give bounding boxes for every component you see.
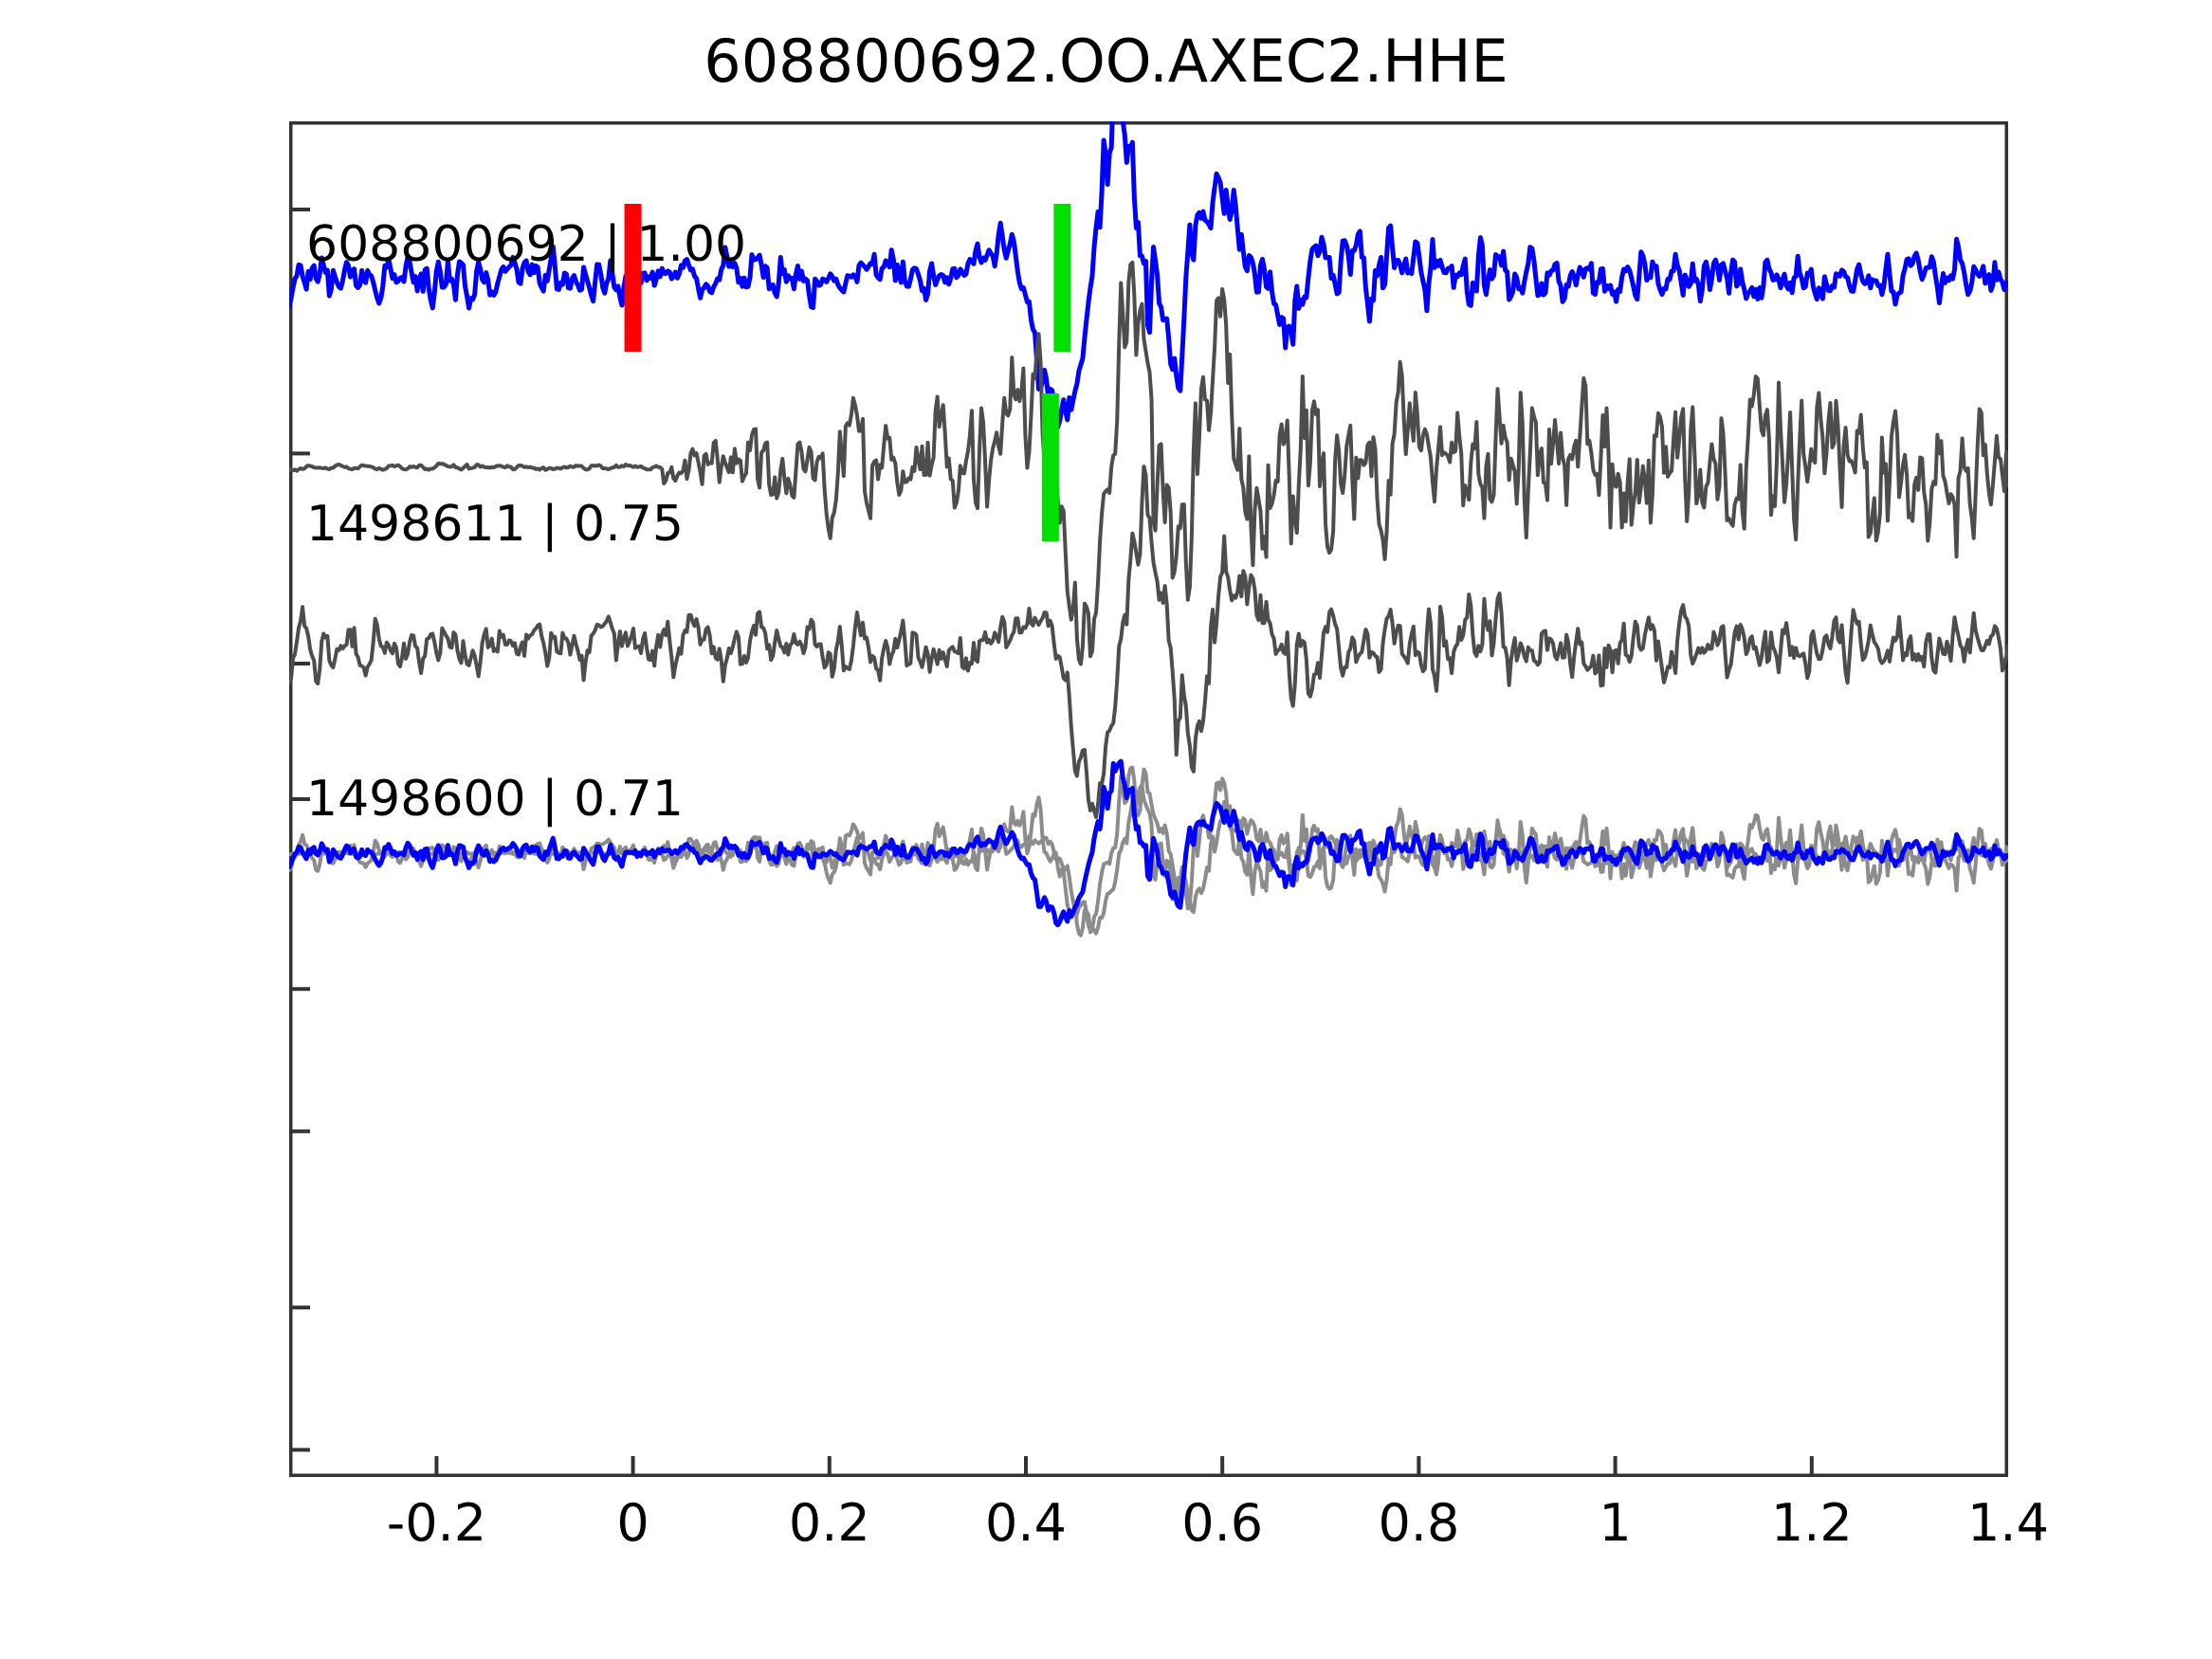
p-pick-marker [624,204,642,352]
x-tick-label: 1.4 [1967,1493,2049,1553]
trace-label-1: 1498611 | 0.75 [306,496,684,553]
plot-area: 608800692 | 1.00 1498611 | 0.75 1498600 … [289,121,2008,1477]
s-pick-marker [1053,204,1071,352]
x-tick-label: 1 [1599,1493,1632,1553]
waveform-trace [289,758,2008,928]
waveform-trace [289,465,2008,819]
x-tick-label: 0.6 [1181,1493,1264,1553]
waveform-trace [289,260,2008,666]
waveform-trace [289,121,2008,430]
s-pick-marker [1041,393,1059,541]
x-tick-label: 1.2 [1770,1493,1853,1553]
x-tick-label: -0.2 [386,1493,487,1553]
trace-label-0: 608800692 | 1.00 [306,216,747,273]
x-axis-tick-labels: -0.2 0 0.2 0.4 0.6 0.8 1 1.2 1.4 [289,1493,2049,1569]
x-tick-label: 0.8 [1378,1493,1460,1553]
x-tick-label: 0.4 [985,1493,1067,1553]
figure-title: 608800692.OO.AXEC2.HHE [704,27,1508,96]
trace-label-2: 1498600 | 0.71 [306,771,684,828]
x-tick-label: 0.2 [788,1493,870,1553]
x-tick-label: 0 [616,1493,649,1553]
plot-svg [289,121,2008,1477]
